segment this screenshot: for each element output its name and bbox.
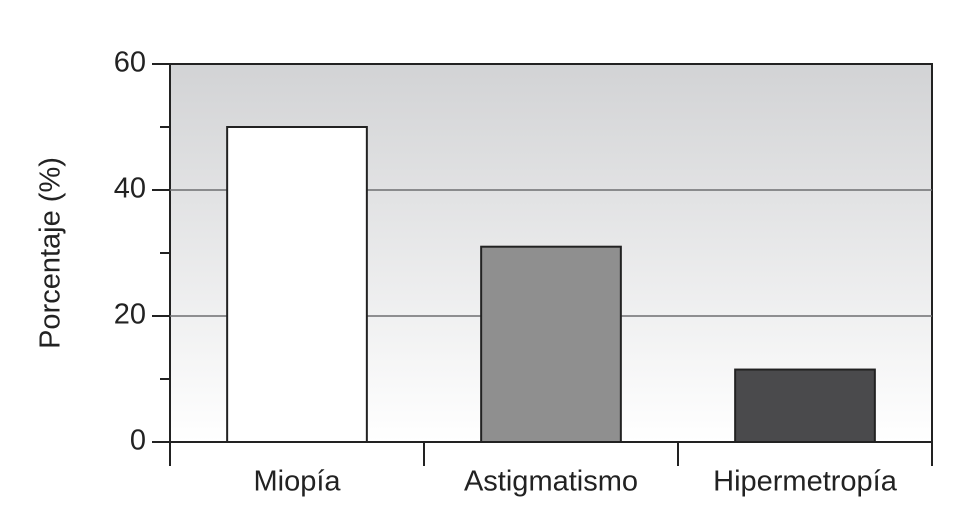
y-tick-label: 40 [114, 173, 146, 205]
bar [480, 245, 622, 443]
y-tick-label: 60 [114, 47, 146, 79]
x-tick-label: Hipermetropía [713, 466, 898, 498]
y-axis-label: Porcentaje (%) [35, 157, 67, 349]
y-tick-label: 20 [114, 299, 146, 331]
x-tick-label: Astigmatismo [464, 466, 638, 498]
bar [226, 126, 368, 443]
y-tick-label: 0 [130, 425, 146, 457]
bar [734, 368, 876, 443]
x-tick-label: Miopía [253, 466, 341, 498]
